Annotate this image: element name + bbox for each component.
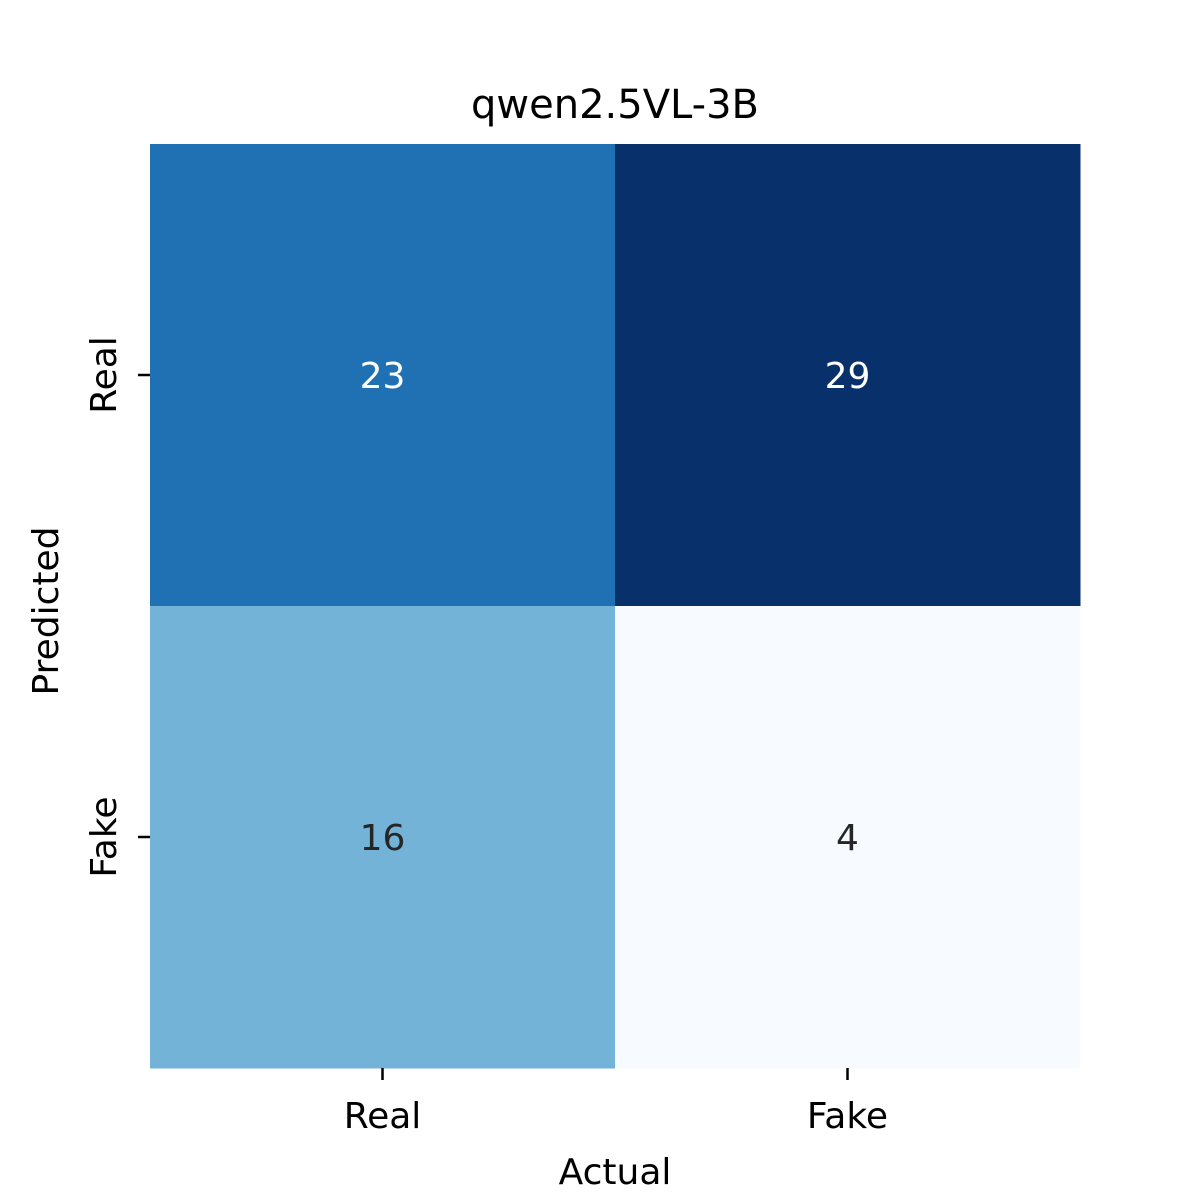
cell-value-label: 23 <box>360 356 406 397</box>
heatmap-cell-fake-real <box>150 606 616 1069</box>
cell-value-label: 29 <box>825 356 871 397</box>
cell-value-label: 4 <box>836 818 859 859</box>
y-axis-ticks: Real Fake <box>84 336 150 878</box>
heatmap-cell-real-fake <box>615 144 1081 607</box>
y-tick-label: Fake <box>84 796 125 877</box>
heatmap-cell-fake-fake <box>615 606 1081 1069</box>
heatmap-cell-labels: 23 29 16 4 <box>360 356 871 859</box>
cell-value-label: 16 <box>360 818 406 859</box>
x-axis-ticks: Real Fake <box>344 1068 888 1137</box>
heatmap-cell-real-real <box>150 144 616 607</box>
heatmap-cells <box>150 144 1081 1069</box>
y-axis-label: Predicted <box>26 527 67 696</box>
x-axis-label: Actual <box>559 1152 672 1193</box>
x-tick-label: Fake <box>807 1096 888 1137</box>
chart-title: qwen2.5VL-3B <box>471 82 759 128</box>
x-tick-label: Real <box>344 1096 422 1137</box>
y-tick-label: Real <box>84 336 125 414</box>
